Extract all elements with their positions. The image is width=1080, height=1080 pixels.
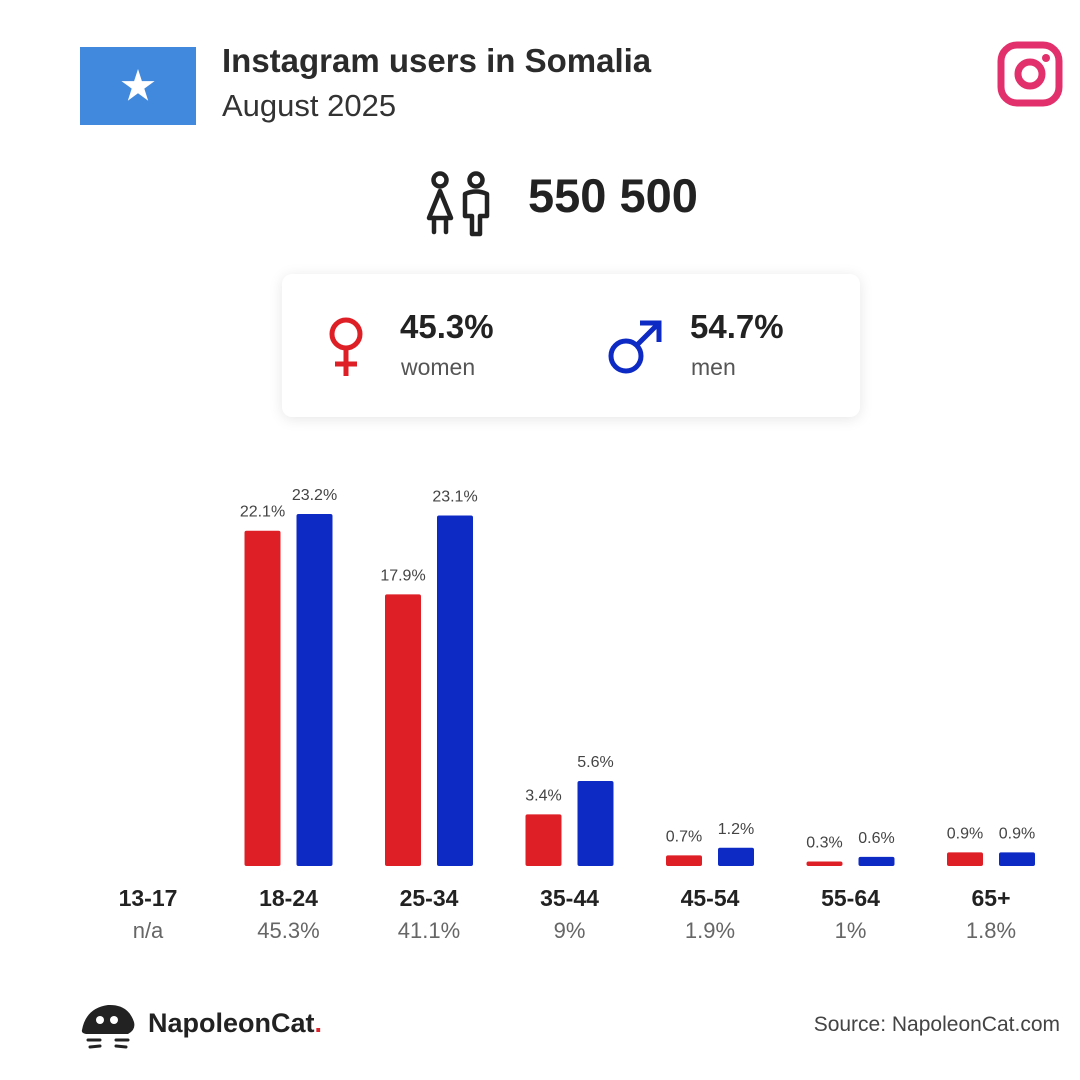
bar-women-18-24	[244, 530, 281, 866]
bar-men-35-44	[577, 781, 614, 866]
bar-women-45-54	[666, 855, 702, 866]
somalia-flag-icon	[80, 47, 196, 125]
people-icon	[426, 171, 490, 237]
bar-men-45-54	[718, 847, 754, 866]
bar-men-18-24	[296, 514, 333, 866]
source-note: Source: NapoleonCat.com	[813, 1013, 1060, 1036]
brand-name[interactable]: NapoleonCat.	[148, 1008, 322, 1039]
women-label: women	[401, 354, 476, 380]
women-percentage: 45.3%	[400, 308, 494, 345]
total-users: 550 500	[528, 169, 698, 222]
category-total-65+: 1.8%	[966, 918, 1016, 943]
category-total-45-54: 1.9%	[685, 918, 735, 943]
bar-label-men-55-64: 0.6%	[858, 830, 894, 847]
category-total-55-64: 1%	[835, 918, 867, 943]
bar-label-men-25-34: 23.1%	[432, 489, 477, 506]
category-label-18-24: 18-24	[259, 885, 318, 911]
category-total-18-24: 45.3%	[257, 918, 319, 943]
bar-label-men-18-24: 23.2%	[292, 487, 337, 504]
bar-label-women-35-44: 3.4%	[525, 787, 561, 804]
page-subtitle: August 2025	[222, 88, 397, 123]
bar-label-men-35-44: 5.6%	[577, 754, 613, 771]
bar-women-25-34	[385, 594, 421, 866]
female-symbol-icon	[329, 317, 363, 376]
bar-women-65+	[947, 852, 983, 866]
category-label-25-34: 25-34	[400, 885, 459, 911]
men-label: men	[691, 354, 736, 380]
bar-label-women-55-64: 0.3%	[806, 834, 842, 851]
bar-label-women-45-54: 0.7%	[666, 828, 702, 845]
category-total-13-17: n/a	[133, 918, 164, 943]
men-percentage: 54.7%	[690, 308, 784, 345]
category-label-35-44: 35-44	[540, 885, 599, 911]
page-title: Instagram users in Somalia	[222, 42, 652, 79]
bar-men-65+	[999, 852, 1035, 866]
bar-women-35-44	[525, 814, 562, 866]
brand-dot: .	[314, 1008, 323, 1038]
bar-men-25-34	[437, 515, 473, 866]
category-label-45-54: 45-54	[681, 885, 740, 911]
bar-label-women-18-24: 22.1%	[240, 504, 285, 521]
gender-summary-card: 45.3% women 54.7% men	[282, 274, 860, 417]
category-total-35-44: 9%	[554, 918, 586, 943]
category-label-13-17: 13-17	[119, 885, 178, 911]
category-label-65+: 65+	[971, 885, 1010, 911]
bar-men-55-64	[858, 856, 895, 866]
bar-label-women-65+: 0.9%	[947, 825, 983, 842]
bar-label-men-65+: 0.9%	[999, 825, 1035, 842]
category-label-55-64: 55-64	[821, 885, 880, 911]
male-symbol-icon	[608, 320, 662, 374]
bar-label-women-25-34: 17.9%	[380, 567, 425, 584]
instagram-icon	[997, 41, 1063, 107]
category-total-25-34: 41.1%	[398, 918, 460, 943]
bar-label-men-45-54: 1.2%	[718, 821, 754, 838]
bar-women-55-64	[806, 861, 843, 866]
brand-name-text: NapoleonCat	[148, 1008, 315, 1038]
napoleoncat-logo-icon	[81, 1004, 135, 1049]
